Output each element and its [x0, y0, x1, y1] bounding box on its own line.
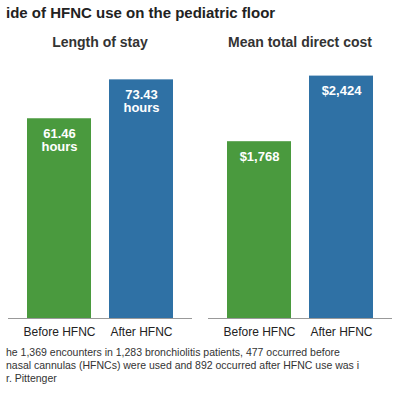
svg-text:After HFNC: After HFNC [110, 325, 172, 339]
svg-text:Before HFNC: Before HFNC [23, 325, 95, 339]
svg-text:Before HFNC: Before HFNC [223, 325, 295, 339]
svg-text:73.43hours: 73.43hours [123, 87, 159, 115]
html-text:he 1,369 encounters in 1,283 b: he 1,369 encounters in 1,283 bronchiolit… [6, 346, 340, 358]
html-text:ide of HFNC use on the pediatr: ide of HFNC use on the pediatric floor [6, 4, 276, 21]
html-text:r. Pittenger: r. Pittenger [6, 372, 57, 384]
svg-text:After HFNC: After HFNC [310, 325, 372, 339]
svg-text:$1,768: $1,768 [240, 149, 280, 164]
html-text:Length of stay: Length of stay [52, 34, 148, 50]
html-text:Mean total direct cost: Mean total direct cost [228, 34, 372, 50]
svg-text:61.46hours: 61.46hours [41, 126, 77, 154]
html-text:nasal cannulas (HFNCs) were us: nasal cannulas (HFNCs) were used and 892… [6, 359, 360, 371]
svg-text:$2,424: $2,424 [322, 83, 363, 98]
